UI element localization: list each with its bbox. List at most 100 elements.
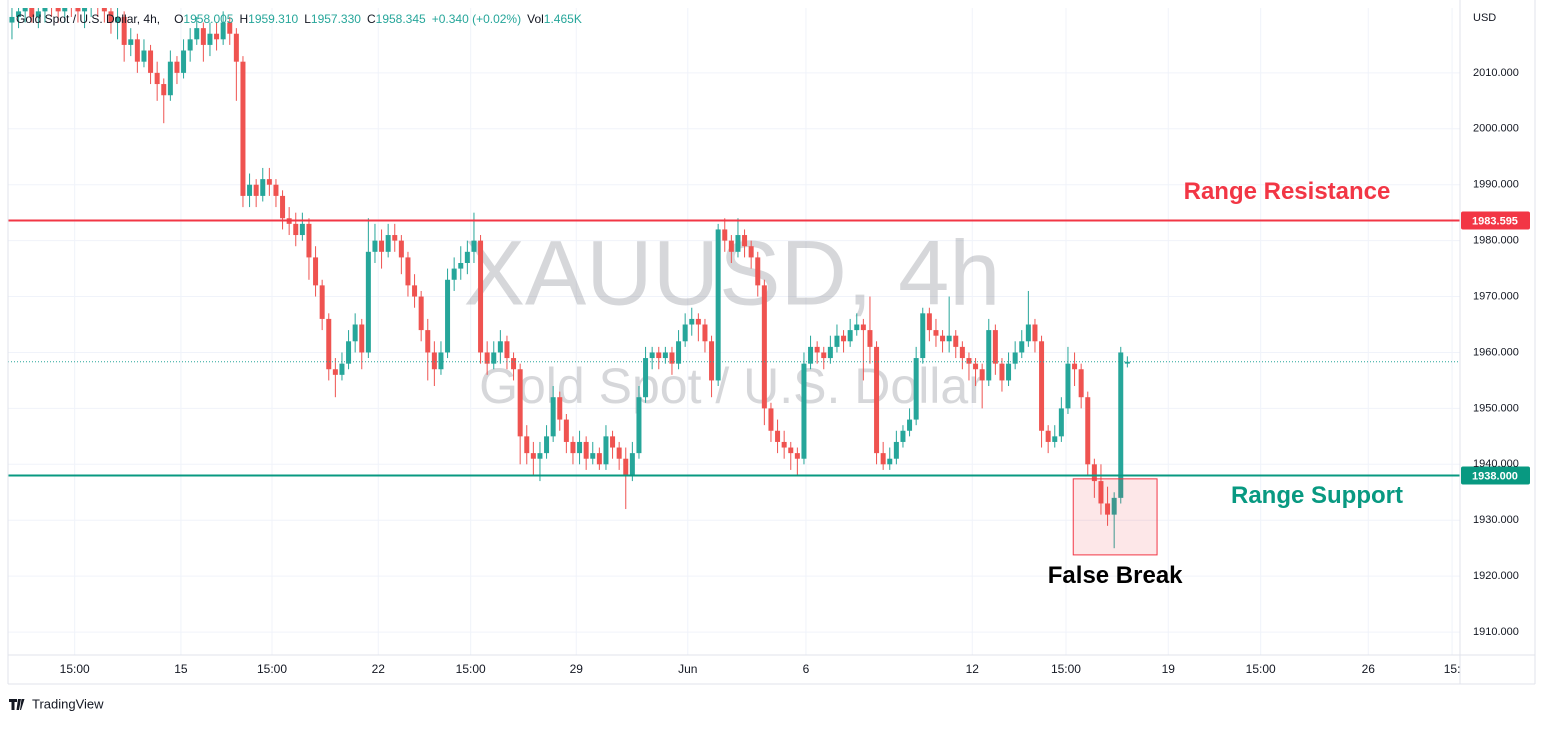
candle-body — [860, 324, 866, 331]
candle-body — [75, 8, 81, 12]
candle-body — [9, 16, 15, 23]
candle-body — [1085, 397, 1091, 465]
candle-body — [29, 8, 35, 17]
candle-body — [385, 235, 391, 252]
watermark: XAUUSD, 4h Gold Spot / U.S. Dollar — [464, 222, 1001, 414]
candle-body — [788, 447, 794, 454]
candle-body — [636, 397, 642, 454]
candle-body — [676, 341, 682, 364]
x-tick-label: 15:00 — [1051, 662, 1081, 676]
candle-body — [669, 352, 675, 364]
legend-label: Vol — [527, 12, 544, 26]
candle-body — [451, 268, 457, 280]
candle-body — [458, 262, 464, 269]
candle-body — [280, 195, 286, 219]
candle-body — [550, 397, 556, 437]
y-tick-label: 2010.000 — [1473, 67, 1519, 79]
legend-value: +0.340 (+0.02%) — [432, 12, 521, 26]
x-tick-label: 22 — [372, 662, 386, 676]
y-tick-label: 1960.000 — [1473, 346, 1519, 358]
candle-body — [134, 39, 140, 62]
candle-body — [524, 436, 530, 454]
candle-body — [445, 279, 451, 353]
candle-body — [709, 341, 715, 381]
y-tick-label: 1980.000 — [1473, 235, 1519, 247]
candle-body — [867, 330, 873, 347]
x-tick-label: 15:00 — [1246, 662, 1276, 676]
candle-body — [1052, 436, 1058, 442]
watermark-subtitle: Gold Spot / U.S. Dollar — [479, 358, 985, 414]
candle-body — [1058, 408, 1064, 437]
candle-body — [755, 257, 761, 286]
x-tick-label: 29 — [570, 662, 584, 676]
candle-body — [1105, 503, 1111, 515]
candle-body — [920, 313, 926, 359]
candle-body — [557, 397, 563, 420]
highlight-box — [1072, 478, 1158, 556]
candle-body — [174, 61, 180, 73]
candle-body — [596, 453, 602, 465]
candle-body — [1025, 324, 1031, 342]
legend-value: 1958.005 — [183, 12, 233, 26]
candle-body — [682, 324, 688, 342]
candle-body — [121, 16, 127, 45]
y-tick-label: 2000.000 — [1473, 123, 1519, 135]
candle-body — [900, 430, 906, 442]
candle-body — [55, 8, 61, 12]
candle-body — [689, 318, 695, 325]
candle-body — [629, 453, 635, 476]
plot — [9, 8, 1130, 549]
legend-value: 1959.310 — [248, 12, 298, 26]
candle-body — [1072, 363, 1078, 370]
candle-body — [728, 240, 734, 252]
candle-body — [326, 318, 332, 370]
candle-body — [339, 363, 345, 375]
legend-label: H — [239, 12, 248, 26]
currency-label: USD — [1473, 12, 1496, 24]
candle-body — [973, 363, 979, 370]
watermark-title: XAUUSD, 4h — [464, 222, 1001, 324]
candle-body — [431, 352, 437, 370]
candle-body — [715, 229, 721, 381]
candle-body — [22, 8, 28, 12]
candle-body — [880, 453, 886, 465]
candle-body — [365, 251, 371, 353]
candle-body — [1065, 363, 1071, 409]
y-tick-label: 1970.000 — [1473, 290, 1519, 302]
legend-label: C — [367, 12, 376, 26]
candle-body — [1012, 352, 1018, 364]
y-tick-label: 1920.000 — [1473, 570, 1519, 582]
candle-body — [346, 341, 352, 364]
candle-body — [1111, 497, 1117, 515]
candle-body — [656, 352, 662, 359]
candle-body — [1091, 464, 1097, 482]
candle-body — [986, 330, 992, 381]
candle-body — [649, 352, 655, 359]
legend-value: 1.465K — [544, 12, 582, 26]
candle-body — [808, 346, 814, 364]
candle-body — [702, 324, 708, 342]
candle-body — [814, 346, 820, 353]
candle-body — [1039, 341, 1045, 431]
candle-body — [379, 240, 385, 252]
candle-body — [352, 324, 358, 342]
candle-body — [841, 335, 847, 342]
candle-body — [200, 28, 206, 45]
candle-body — [181, 50, 187, 73]
candle-body — [761, 285, 767, 409]
candle-body — [834, 335, 840, 347]
candle-body — [742, 235, 748, 247]
candle-body — [359, 324, 365, 353]
candle-body — [167, 61, 173, 96]
candle-body — [748, 246, 754, 258]
price-badge — [1461, 466, 1530, 485]
candle-body — [233, 33, 239, 62]
legend-value: 1958.345 — [376, 12, 426, 26]
candle-body — [979, 369, 985, 381]
legend-symbol: Gold Spot / U.S. Dollar, 4h, — [16, 12, 160, 26]
logo — [9, 699, 25, 710]
candle-body — [128, 39, 134, 45]
candle-body — [240, 61, 246, 196]
candle-body — [570, 441, 576, 454]
